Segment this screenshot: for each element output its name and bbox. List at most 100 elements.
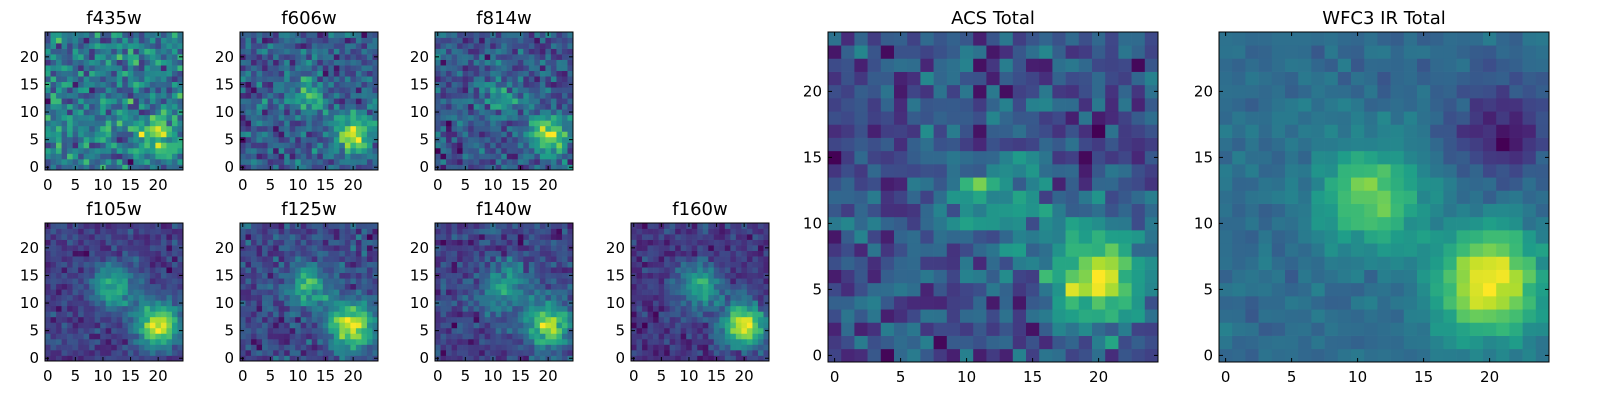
heatmap-cell — [361, 70, 368, 77]
heatmap-cell — [506, 120, 513, 127]
heatmap-cell — [1118, 243, 1132, 257]
heatmap-cell — [440, 278, 447, 285]
heatmap-cell — [344, 272, 351, 279]
heatmap-cell — [144, 300, 151, 307]
heatmap-cell — [144, 70, 151, 77]
heatmap-cell — [730, 333, 737, 340]
heatmap-cell — [122, 261, 129, 268]
heatmap-cell — [1144, 322, 1159, 336]
heatmap-cell — [89, 158, 96, 165]
heatmap-cell — [262, 256, 268, 262]
heatmap-cell — [495, 147, 502, 154]
heatmap-cell — [83, 114, 90, 121]
heatmap-cell — [267, 300, 274, 307]
heatmap-cell — [339, 136, 346, 143]
heatmap-cell — [72, 338, 79, 345]
heatmap-cell — [111, 76, 118, 83]
heatmap-cell — [664, 289, 670, 296]
heatmap-cell — [366, 294, 373, 301]
heatmap-cell — [344, 98, 351, 105]
heatmap-cell — [451, 234, 458, 240]
heatmap-cell — [322, 234, 329, 240]
heatmap-cell — [457, 92, 463, 99]
heatmap-cell — [278, 355, 285, 362]
heatmap-cell — [1078, 177, 1093, 191]
heatmap-cell — [1105, 309, 1119, 323]
heatmap-cell — [462, 70, 469, 77]
heatmap-cell — [133, 70, 140, 77]
heatmap-cell — [105, 250, 112, 257]
heatmap-cell — [669, 294, 676, 301]
heatmap-cell — [94, 355, 101, 362]
heatmap-cell — [658, 234, 665, 240]
heatmap-cell — [545, 278, 552, 285]
heatmap-cell — [653, 256, 659, 262]
heatmap-cell — [495, 349, 502, 356]
heatmap-cell — [462, 316, 469, 323]
heatmap-cell — [295, 131, 302, 138]
heatmap-cell — [122, 120, 129, 127]
heatmap-cell — [366, 32, 373, 38]
heatmap-cell — [451, 65, 458, 71]
heatmap-cell — [273, 305, 279, 312]
heatmap-cell — [479, 322, 486, 329]
heatmap-cell — [539, 158, 546, 165]
heatmap-cell — [880, 282, 895, 297]
heatmap-cell — [350, 158, 357, 165]
heatmap-cell — [105, 76, 112, 83]
heatmap-cell — [284, 333, 291, 340]
heatmap-cell — [719, 294, 726, 301]
heatmap-cell — [284, 283, 291, 290]
heatmap-cell — [339, 250, 346, 257]
heatmap-cell — [473, 131, 480, 138]
heatmap-cell — [155, 142, 162, 149]
heatmap-cell — [730, 250, 737, 257]
heatmap-cell — [495, 228, 502, 235]
heatmap-cell — [122, 81, 129, 88]
heatmap-cell — [631, 234, 637, 240]
heatmap-cell — [160, 349, 167, 356]
heatmap-cell — [273, 239, 279, 246]
heatmap-cell — [138, 48, 145, 55]
heatmap-cell — [446, 153, 452, 160]
heatmap-cell — [289, 355, 296, 362]
heatmap-cell — [446, 223, 452, 229]
heatmap-cell — [328, 272, 335, 279]
heatmap-cell — [171, 70, 178, 77]
heatmap-cell — [999, 230, 1014, 244]
heatmap-cell — [166, 136, 173, 143]
heatmap-cell — [317, 48, 324, 55]
heatmap-cell — [177, 70, 184, 77]
heatmap-cell — [468, 32, 474, 38]
heatmap-cell — [1131, 269, 1146, 284]
heatmap-cell — [735, 316, 742, 323]
heatmap-cell — [122, 70, 129, 77]
heatmap-cell — [999, 322, 1014, 336]
heatmap-cell — [1052, 269, 1066, 284]
heatmap-cell — [61, 164, 68, 171]
heatmap-cell — [556, 59, 563, 66]
heatmap-cell — [100, 344, 107, 351]
heatmap-cell — [880, 203, 895, 218]
heatmap-cell — [680, 311, 687, 318]
heatmap-cell — [155, 158, 162, 165]
heatmap-cell — [171, 267, 178, 274]
heatmap-cell — [501, 76, 508, 83]
heatmap-cell — [451, 355, 458, 362]
heatmap-cell — [278, 239, 285, 246]
heatmap-cell — [545, 245, 552, 251]
heatmap-cell — [245, 300, 252, 307]
heatmap-cell — [45, 125, 51, 132]
heatmap-cell — [122, 37, 129, 44]
heatmap-cell — [273, 76, 279, 83]
heatmap-cell — [647, 311, 654, 318]
heatmap-cell — [350, 316, 357, 323]
heatmap-cell — [50, 65, 57, 71]
heatmap-cell — [317, 153, 324, 160]
heatmap-cell — [457, 120, 463, 127]
heatmap-cell — [105, 65, 112, 71]
heatmap-cell — [160, 43, 167, 49]
heatmap-cell — [166, 338, 173, 345]
heatmap-cell — [528, 300, 535, 307]
heatmap-cell — [116, 267, 123, 274]
